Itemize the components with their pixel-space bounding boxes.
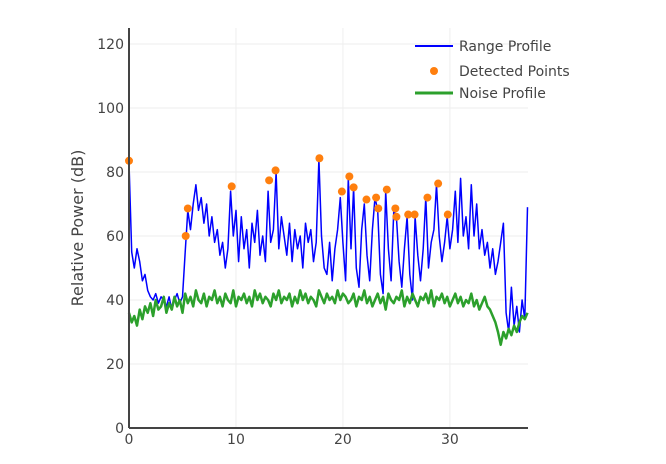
noise-profile-line bbox=[127, 289, 529, 347]
detected-point bbox=[265, 176, 274, 185]
y-tick-label: 60 bbox=[106, 229, 124, 245]
detected-point bbox=[315, 154, 324, 163]
legend-item-range-profile[interactable]: Range Profile bbox=[415, 39, 551, 55]
y-tick-label: 120 bbox=[97, 37, 124, 53]
legend-swatch-detected-points bbox=[430, 67, 438, 75]
x-tick-label: 0 bbox=[125, 432, 134, 448]
detected-point bbox=[404, 210, 413, 219]
detected-point bbox=[423, 193, 432, 202]
y-axis-ticks: 0 20 40 60 80 100 120 bbox=[97, 37, 124, 437]
detected-point bbox=[181, 232, 190, 240]
y-tick-label: 40 bbox=[106, 293, 124, 309]
y-tick-label: 100 bbox=[97, 101, 124, 117]
detected-point bbox=[345, 172, 354, 181]
detected-point bbox=[443, 210, 452, 219]
plot-area bbox=[125, 154, 529, 347]
detected-point bbox=[271, 166, 280, 175]
y-tick-label: 0 bbox=[115, 421, 124, 437]
detected-point bbox=[391, 204, 400, 213]
x-tick-label: 10 bbox=[227, 432, 245, 448]
legend-label-range-profile: Range Profile bbox=[459, 39, 551, 55]
legend-item-noise-profile[interactable]: Noise Profile bbox=[415, 86, 546, 102]
legend-label-detected-points: Detected Points bbox=[459, 64, 570, 80]
legend-label-noise-profile: Noise Profile bbox=[459, 86, 546, 102]
detected-point bbox=[382, 185, 391, 194]
y-tick-label: 80 bbox=[106, 165, 124, 181]
x-axis-ticks: 0 10 20 30 bbox=[125, 432, 459, 448]
detected-point bbox=[372, 193, 381, 202]
y-axis-title: Relative Power (dB) bbox=[68, 150, 87, 307]
detected-point bbox=[183, 204, 192, 213]
detected-point bbox=[392, 212, 401, 221]
detected-point bbox=[410, 210, 419, 219]
detected-point bbox=[337, 187, 346, 196]
detected-point bbox=[227, 182, 236, 191]
axes bbox=[128, 28, 528, 429]
range-profile-line bbox=[128, 158, 529, 333]
x-tick-label: 20 bbox=[334, 432, 352, 448]
legend[interactable]: Range Profile Detected Points Noise Prof… bbox=[415, 39, 570, 102]
y-tick-label: 20 bbox=[106, 357, 124, 373]
x-tick-label: 30 bbox=[441, 432, 459, 448]
detected-point bbox=[434, 179, 443, 188]
legend-item-detected-points[interactable]: Detected Points bbox=[430, 64, 570, 80]
detected-point bbox=[374, 204, 383, 213]
detected-point bbox=[349, 183, 358, 192]
detected-point bbox=[362, 195, 371, 204]
